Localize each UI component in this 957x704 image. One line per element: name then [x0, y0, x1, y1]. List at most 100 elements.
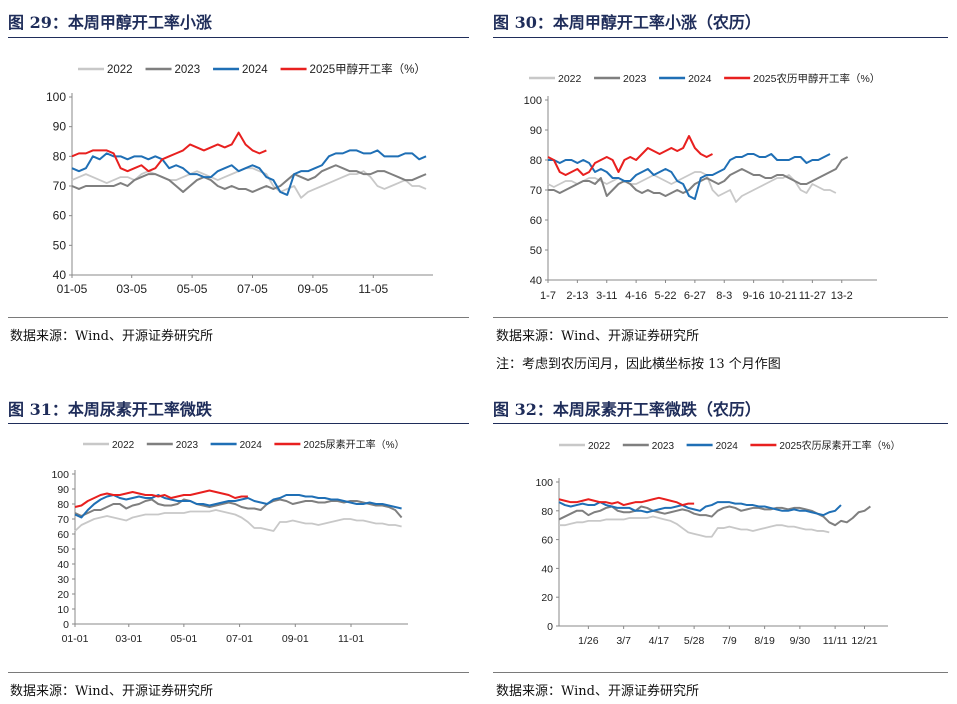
legend-label: 2024: [240, 440, 263, 451]
series-line-2025: [74, 489, 248, 508]
y-tick-label: 20: [57, 589, 69, 601]
y-tick-label: 90: [57, 484, 69, 496]
y-tick-label: 100: [46, 90, 66, 104]
x-tick-label: 9/30: [790, 635, 811, 647]
source-text: 数据来源：Wind、开源证券研究所: [10, 329, 213, 344]
legend-label: 2023: [623, 73, 647, 85]
bottom-rule: [493, 317, 948, 318]
x-tick-label: 03-01: [115, 633, 142, 645]
y-tick-label: 30: [57, 574, 69, 586]
bottom-rule: [8, 317, 469, 318]
line-chart-urea: 2022 2023 2024 2025尿素开工率（%） 0 10 20 30 40 50 60 70 8…: [51, 438, 408, 645]
y-tick-label: 40: [57, 559, 69, 571]
figure-title: 图 31：本周尿素开工率微跌: [8, 400, 212, 419]
title-rule: [8, 423, 469, 424]
x-tick-label: 09-05: [298, 282, 329, 296]
x-tick-label: 12/21: [851, 635, 877, 647]
legend-item-2023: 2023: [146, 440, 198, 451]
y-tick-label: 80: [541, 506, 553, 518]
x-tick-label: 8-3: [716, 290, 732, 302]
line-chart-methanol: 2022 2023 2024 2025甲醇开工率（%） 40 50 60 70 80 90 100 0…: [46, 62, 433, 296]
source-text: 数据来源：Wind、开源证券研究所: [496, 329, 699, 344]
x-tick-label: 3/7: [616, 635, 631, 647]
x-tick-label: 11-01: [338, 633, 364, 645]
y-tick-label: 0: [63, 619, 69, 631]
legend-label: 2025农历甲醇开工率（%）: [753, 72, 880, 85]
title-rule: [493, 423, 948, 424]
figure-title: 图 30：本周甲醇开工率小涨（农历）: [493, 13, 761, 32]
x-tick-label: 01-05: [57, 282, 88, 296]
legend-item-2022: 2022: [559, 441, 611, 452]
legend-item-2025: 2025农历尿素开工率（%）: [750, 439, 901, 452]
legend-item-2023: 2023: [622, 441, 674, 452]
x-tick-label: 11/11: [823, 635, 848, 647]
y-tick-label: 40: [530, 275, 542, 287]
line-chart-methanol-lunar: 2022 2023 2024 2025农历甲醇开工率（%） 40 50 60 70 80 90 10…: [524, 72, 881, 302]
y-tick-label: 100: [524, 95, 542, 107]
y-tick-label: 80: [530, 155, 542, 167]
title-rule: [493, 37, 948, 38]
series-line-2025: [547, 135, 713, 176]
x-tick-label: 5-22: [654, 290, 676, 302]
x-tick-label: 3-11: [596, 290, 617, 302]
y-tick-label: 100: [51, 469, 69, 481]
legend-label: 2023: [175, 64, 201, 76]
legend-label: 2025尿素开工率（%）: [303, 438, 404, 451]
series-line-2025: [71, 131, 267, 173]
figure-title: 图 32：本周尿素开工率微跌（农历）: [493, 400, 761, 419]
x-tick-label: 09-01: [282, 633, 309, 645]
legend-label: 2022: [112, 440, 135, 451]
legend-item-2025: 2025尿素开工率（%）: [274, 438, 405, 451]
x-tick-label: 13-2: [831, 290, 853, 302]
x-tick-label: 6-27: [684, 290, 706, 302]
y-tick-label: 10: [57, 604, 69, 616]
legend-item-2022: 2022: [83, 440, 135, 451]
y-tick-label: 50: [53, 238, 67, 252]
legend-label: 2022: [588, 441, 611, 452]
x-tick-label: 05-05: [177, 282, 208, 296]
y-tick-label: 100: [535, 477, 553, 489]
y-tick-label: 90: [530, 125, 542, 137]
x-tick-label: 1-7: [540, 290, 556, 302]
legend-item-2024: 2024: [686, 441, 738, 452]
y-tick-label: 20: [541, 592, 553, 604]
legend-item-2024: 2024: [213, 64, 268, 76]
y-tick-label: 50: [530, 245, 542, 257]
y-tick-label: 60: [57, 529, 69, 541]
x-tick-label: 03-05: [116, 282, 147, 296]
x-tick-label: 4/17: [649, 635, 670, 647]
title-rule: [8, 37, 469, 38]
series-line-2022: [74, 509, 402, 532]
x-tick-label: 5/28: [684, 635, 705, 647]
source-text: 数据来源：Wind、开源证券研究所: [10, 684, 213, 699]
legend-item-2022: 2022: [78, 64, 133, 76]
note-text: 注：考虑到农历闰月，因此横坐标按 13 个月作图: [496, 357, 781, 372]
x-tick-label: 7/9: [722, 635, 737, 647]
y-tick-label: 70: [530, 185, 542, 197]
x-tick-label: 1/26: [578, 635, 599, 647]
bottom-rule: [8, 672, 469, 673]
x-tick-label: 10-21: [769, 290, 797, 302]
legend-label: 2025农历尿素开工率（%）: [779, 439, 900, 452]
y-tick-label: 70: [57, 514, 69, 526]
x-tick-label: 01-01: [62, 633, 89, 645]
figure-title: 图 29：本周甲醇开工率小涨: [8, 13, 212, 32]
bottom-rule: [493, 672, 948, 673]
y-tick-label: 50: [57, 544, 69, 556]
x-tick-label: 07-01: [226, 633, 253, 645]
x-tick-label: 4-16: [625, 290, 647, 302]
y-tick-label: 60: [530, 215, 542, 227]
series-line-2025: [558, 496, 695, 507]
y-tick-label: 0: [547, 621, 553, 633]
legend-label: 2024: [688, 73, 712, 85]
y-tick-label: 40: [53, 268, 67, 282]
y-tick-label: 80: [57, 499, 69, 511]
series-line-2024: [71, 149, 427, 196]
line-chart-urea-lunar: 2022 2023 2024 2025农历尿素开工率（%） 0 20 40 60 80 100 1/…: [535, 439, 901, 647]
y-tick-label: 40: [541, 563, 553, 575]
x-tick-label: 11-27: [799, 290, 826, 302]
legend-item-2023: 2023: [594, 73, 647, 85]
y-tick-label: 60: [53, 209, 67, 223]
y-tick-label: 60: [541, 535, 553, 547]
legend-item-2025: 2025农历甲醇开工率（%）: [724, 72, 880, 85]
